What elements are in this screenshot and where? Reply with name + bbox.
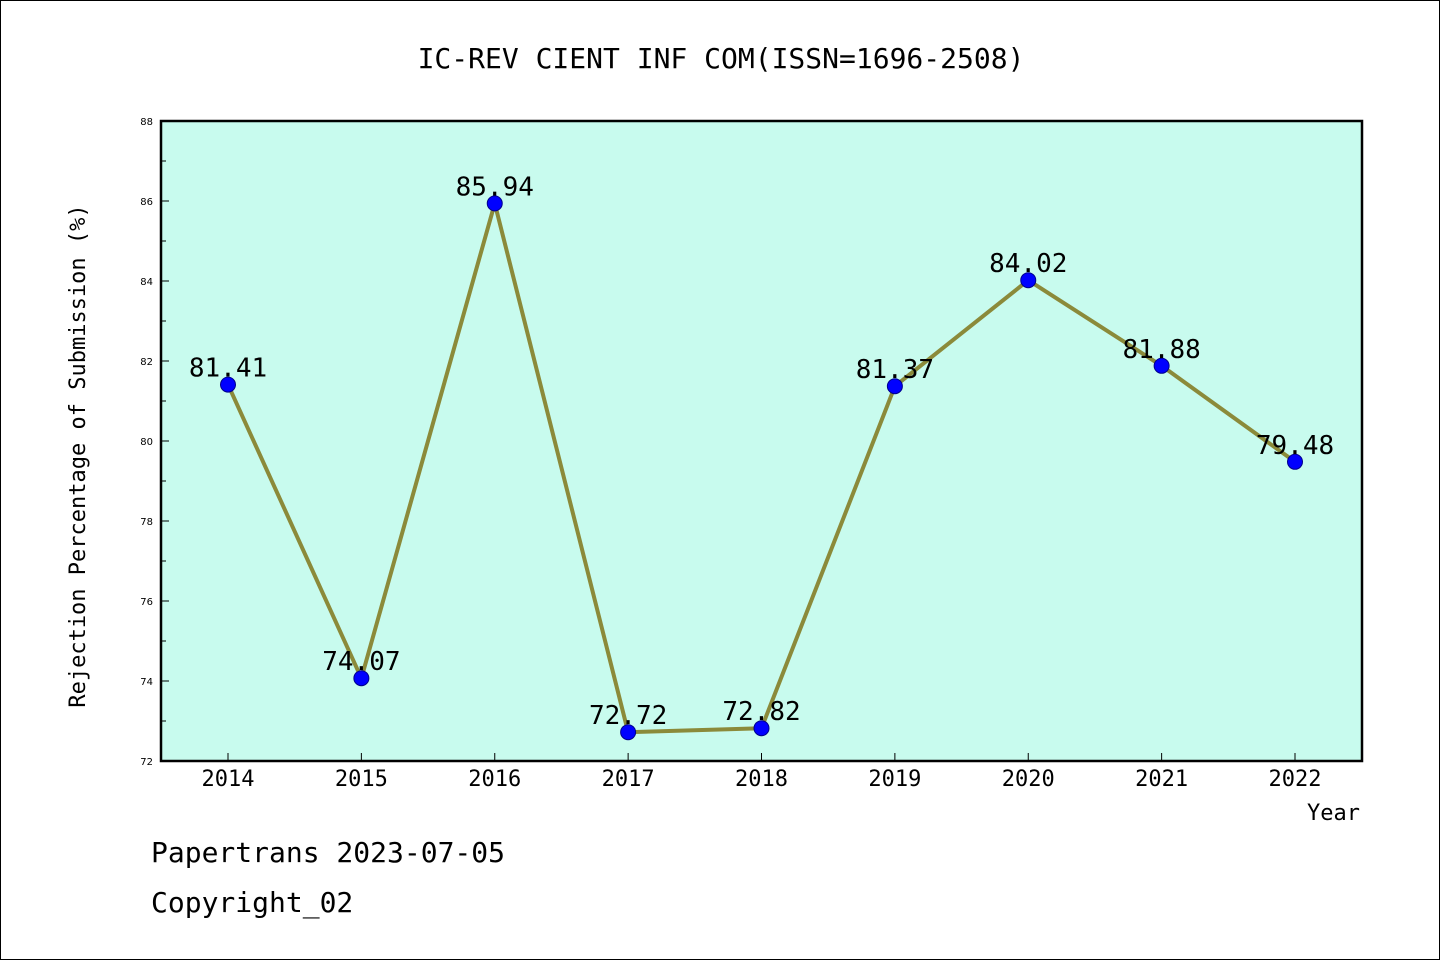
x-tick-label: 2014	[202, 767, 255, 792]
data-point	[1020, 272, 1037, 289]
chart-title: IC-REV CIENT INF COM(ISSN=1696-2508)	[418, 42, 1025, 75]
y-tick-label: 78	[140, 517, 153, 528]
data-label: 74.07	[322, 647, 400, 677]
x-tick-label: 2017	[602, 767, 655, 792]
x-tick-label: 2022	[1269, 767, 1322, 792]
data-label: 79.48	[1256, 431, 1334, 461]
data-label: 72.82	[722, 697, 800, 727]
data-label: 81.37	[856, 355, 934, 385]
data-point	[220, 376, 236, 393]
data-label-group: 81.41 74.07 85.94 72.72 72.82 81.37 84.02 81.88…	[189, 172, 1334, 731]
data-point	[1287, 453, 1303, 470]
x-tick-label: 2020	[1002, 767, 1055, 792]
plot-area	[159, 119, 1364, 763]
data-point	[620, 724, 637, 741]
data-label: 72.72	[589, 701, 667, 731]
footer-copyright-text: Copyright_02	[151, 886, 354, 919]
y-tick-label: 86	[140, 197, 153, 208]
y-tick-label: 72	[140, 757, 153, 768]
data-label: 81.41	[189, 354, 267, 384]
y-tick-label: 84	[140, 277, 153, 288]
y-tick-label: 82	[140, 357, 153, 368]
data-label: 85.94	[456, 172, 534, 202]
data-label: 81.88	[1122, 335, 1200, 365]
y-tick-label: 80	[140, 437, 153, 448]
data-point	[753, 720, 770, 737]
series-line-group	[220, 195, 1303, 741]
x-tick-label: 2015	[335, 767, 388, 792]
data-point	[486, 195, 503, 212]
y-axis: 72 74 76 78 80 82 84 86 88	[140, 117, 169, 768]
x-axis: 2014 2015 2016 2017 2018 2019 2020 2021 2022	[202, 753, 1322, 792]
x-tick-label: 2018	[735, 767, 788, 792]
data-label: 84.02	[989, 249, 1067, 279]
y-tick-label: 88	[140, 117, 153, 128]
x-tick-label: 2019	[868, 767, 921, 792]
x-axis-title: Year	[1307, 801, 1360, 826]
data-point	[886, 378, 903, 395]
y-axis-title: Rejection Percentage of Submission (%)	[66, 204, 91, 707]
x-tick-label: 2021	[1135, 767, 1188, 792]
y-tick-label: 76	[140, 597, 153, 608]
x-tick-label: 2016	[468, 767, 521, 792]
footer-date-text: Papertrans 2023-07-05	[151, 836, 506, 869]
data-point	[353, 670, 370, 687]
data-point	[1153, 357, 1170, 374]
y-tick-label: 74	[140, 677, 153, 688]
